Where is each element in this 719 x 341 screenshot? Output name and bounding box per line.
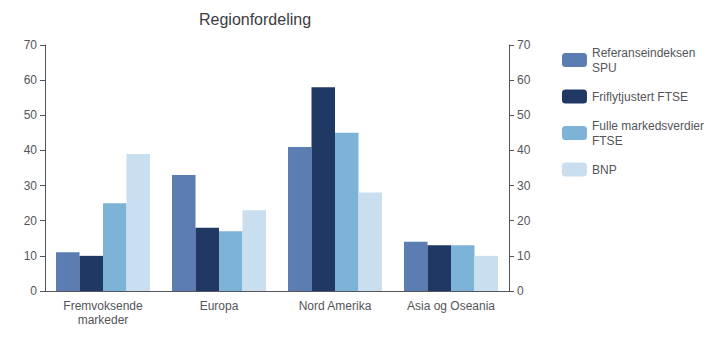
svg-text:60: 60 — [24, 73, 38, 87]
svg-text:Europa: Europa — [200, 299, 239, 313]
svg-text:Asia og Oseania: Asia og Oseania — [407, 299, 495, 313]
svg-text:60: 60 — [517, 73, 531, 87]
svg-text:0: 0 — [517, 284, 524, 298]
svg-text:30: 30 — [517, 179, 531, 193]
svg-text:Referanseindeksen: Referanseindeksen — [592, 46, 695, 60]
svg-text:Fulle markedsverdier: Fulle markedsverdier — [592, 119, 704, 133]
svg-text:30: 30 — [24, 179, 38, 193]
svg-text:SPU: SPU — [592, 61, 617, 75]
svg-text:50: 50 — [517, 108, 531, 122]
svg-text:Nord Amerika: Nord Amerika — [299, 299, 372, 313]
svg-text:Regionfordeling: Regionfordeling — [199, 11, 311, 28]
svg-text:70: 70 — [24, 38, 38, 52]
svg-text:50: 50 — [24, 108, 38, 122]
svg-text:70: 70 — [517, 38, 531, 52]
svg-text:Fremvoksende: Fremvoksende — [63, 299, 143, 313]
svg-text:20: 20 — [24, 214, 38, 228]
svg-text:BNP: BNP — [592, 163, 617, 177]
svg-text:10: 10 — [24, 249, 38, 263]
svg-text:10: 10 — [517, 249, 531, 263]
svg-text:markeder: markeder — [78, 313, 129, 327]
svg-text:40: 40 — [24, 143, 38, 157]
svg-text:0: 0 — [30, 284, 37, 298]
svg-text:Friflytjustert FTSE: Friflytjustert FTSE — [592, 90, 688, 104]
svg-text:40: 40 — [517, 143, 531, 157]
svg-text:20: 20 — [517, 214, 531, 228]
svg-text:FTSE: FTSE — [592, 134, 623, 148]
